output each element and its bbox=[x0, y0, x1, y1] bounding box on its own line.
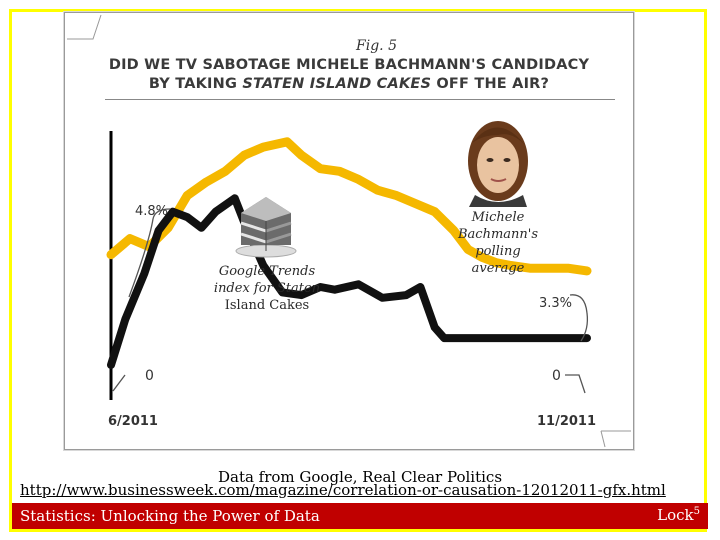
slide-frame bbox=[9, 9, 707, 532]
chart-title: DID WE TV SABOTAGE MICHELE BACHMANN'S CA… bbox=[65, 56, 633, 94]
poll-label-line-3: polling bbox=[475, 244, 520, 259]
cake-label-line-1: Google Trends bbox=[219, 264, 316, 279]
chart-canvas: 4.8% 3.3% 0 0 6/2011 11/2011 Google Tren… bbox=[67, 14, 631, 448]
poll-start-label: 4.8% bbox=[135, 204, 168, 219]
poll-end-label: 3.3% bbox=[539, 296, 572, 311]
footer-page-number: 5 bbox=[693, 506, 700, 517]
chart-title-italic: STATEN ISLAND CAKES bbox=[242, 76, 432, 92]
chart-title-line-1: DID WE TV SABOTAGE MICHELE BACHMANN'S CA… bbox=[108, 57, 590, 73]
x-end-label: 11/2011 bbox=[537, 414, 596, 429]
corner-ornament-bottom-right bbox=[600, 430, 631, 448]
callout-bracket-trend-start bbox=[112, 374, 126, 392]
x-start-label: 6/2011 bbox=[108, 414, 158, 429]
poll-label-line-4: average bbox=[472, 261, 525, 276]
chart-title-prefix: BY TAKING bbox=[148, 76, 243, 92]
footer-bar: Statistics: Unlocking the Power of Data … bbox=[12, 503, 708, 529]
trend-end-label: 0 bbox=[552, 368, 561, 384]
cake-label-line-2: index for Staten bbox=[214, 281, 320, 296]
poll-label-line-2: Bachmann's bbox=[457, 227, 538, 242]
footer-author-name: Lock bbox=[657, 506, 694, 524]
trend-start-label: 0 bbox=[145, 368, 154, 384]
footer-title: Statistics: Unlocking the Power of Data bbox=[20, 507, 320, 525]
figure-number: Fig. 5 bbox=[356, 38, 397, 54]
cake-icon bbox=[235, 197, 297, 258]
chart-figure: Fig. 5 DID WE TV SABOTAGE MICHELE BACHMA… bbox=[64, 12, 634, 450]
poll-label-line-1: Michele bbox=[471, 210, 525, 225]
callout-bracket-trend-end bbox=[565, 374, 586, 394]
footer-author: Lock5 bbox=[657, 506, 700, 524]
title-divider bbox=[105, 99, 615, 100]
series-line-polling-average bbox=[106, 137, 592, 276]
callout-bracket-poll-end bbox=[569, 294, 589, 342]
series-line-google-trends bbox=[107, 194, 591, 369]
bachmann-portrait bbox=[468, 121, 528, 207]
callout-bracket-poll-start bbox=[128, 208, 171, 298]
chart-title-line-2: BY TAKING STATEN ISLAND CAKES OFF THE AI… bbox=[65, 75, 633, 94]
chart-title-suffix: OFF THE AIR? bbox=[431, 76, 550, 92]
source-caption: Data from Google, Real Clear Politics bbox=[217, 468, 503, 486]
corner-ornament-top-left bbox=[67, 14, 102, 40]
cake-label-line-3: Island Cakes bbox=[225, 298, 309, 313]
source-link[interactable]: http://www.businessweek.com/magazine/cor… bbox=[20, 481, 666, 499]
